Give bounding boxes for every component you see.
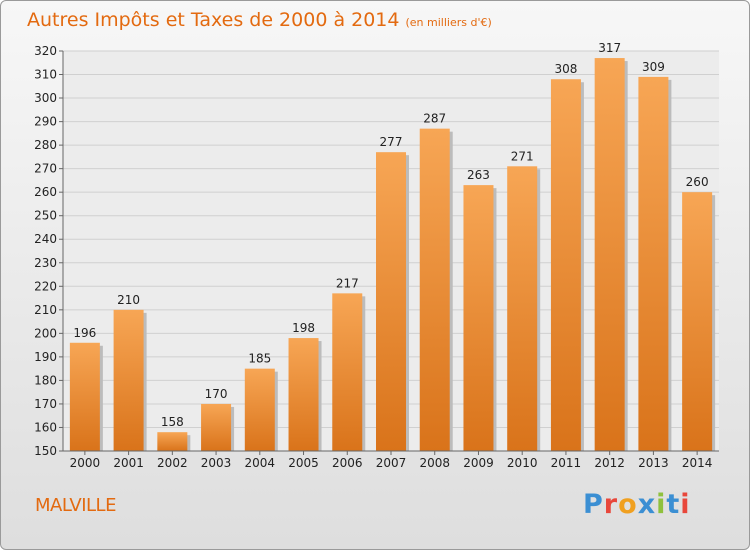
bar <box>332 293 363 451</box>
x-tick-label: 2002 <box>157 456 188 470</box>
y-tick-label: 250 <box>34 209 57 223</box>
title-text: Autres Impôts et Taxes de 2000 à 2014 <box>27 9 400 31</box>
x-tick-label: 2003 <box>201 456 232 470</box>
bar <box>507 166 538 451</box>
y-tick-label: 290 <box>34 115 57 129</box>
y-tick-label: 260 <box>34 185 57 199</box>
y-tick-label: 300 <box>34 91 57 105</box>
data-label: 263 <box>467 168 490 182</box>
y-tick-label: 230 <box>34 256 57 270</box>
x-tick-label: 2005 <box>288 456 319 470</box>
y-tick-label: 180 <box>34 373 57 387</box>
y-tick-label: 210 <box>34 303 57 317</box>
y-tick-label: 270 <box>34 162 57 176</box>
data-label: 217 <box>336 276 359 290</box>
logo-letter: t <box>666 489 681 520</box>
y-tick-label: 280 <box>34 138 57 152</box>
bar <box>550 79 581 451</box>
bar <box>594 58 625 451</box>
logo-letter: P <box>583 489 604 520</box>
data-label: 308 <box>554 62 577 76</box>
data-label: 271 <box>511 149 534 163</box>
x-tick-label: 2004 <box>245 456 276 470</box>
logo-letter: o <box>618 489 638 520</box>
data-label: 317 <box>598 41 621 55</box>
bar <box>376 152 406 452</box>
data-label: 185 <box>248 352 271 366</box>
x-tick-label: 2008 <box>419 456 450 470</box>
y-tick-label: 220 <box>34 279 57 293</box>
y-tick-label: 310 <box>34 68 57 82</box>
data-label: 198 <box>292 321 315 335</box>
x-tick-label: 2012 <box>594 456 625 470</box>
bar <box>201 403 232 451</box>
x-tick-label: 2013 <box>638 456 669 470</box>
bar <box>682 192 713 452</box>
y-tick-label: 200 <box>34 326 57 340</box>
logo-letter: i <box>656 489 667 520</box>
y-tick-label: 160 <box>34 420 57 434</box>
bar <box>244 368 275 451</box>
logo-letter: i <box>680 489 691 520</box>
x-tick-label: 2006 <box>332 456 363 470</box>
bar <box>419 128 450 451</box>
logo-letter: r <box>603 489 619 520</box>
bar <box>69 342 100 451</box>
data-label: 196 <box>73 326 96 340</box>
data-label: 277 <box>380 135 403 149</box>
data-label: 260 <box>686 175 709 189</box>
x-tick-label: 2001 <box>113 456 144 470</box>
data-label: 287 <box>423 112 446 126</box>
bar <box>463 185 494 451</box>
x-tick-label: 2007 <box>376 456 407 470</box>
x-tick-label: 2000 <box>70 456 101 470</box>
x-tick-label: 2009 <box>463 456 494 470</box>
data-label: 170 <box>205 387 228 401</box>
bar <box>288 338 319 451</box>
chart-title: Autres Impôts et Taxes de 2000 à 2014 (en… <box>27 9 492 31</box>
x-tick-label: 2010 <box>507 456 538 470</box>
y-tick-label: 170 <box>34 397 57 411</box>
y-tick-label: 320 <box>34 44 57 58</box>
bar <box>113 309 144 451</box>
data-label: 158 <box>161 415 184 429</box>
x-tick-label: 2014 <box>682 456 713 470</box>
bar <box>638 76 669 451</box>
place-name: MALVILLE <box>35 495 116 516</box>
logo-letter: x <box>637 489 657 520</box>
proxiti-logo: Proxiti <box>583 489 691 520</box>
chart-subtitle: (en milliers d'€) <box>405 16 492 29</box>
bar <box>157 432 188 451</box>
y-tick-label: 190 <box>34 350 57 364</box>
y-tick-label: 150 <box>34 444 57 458</box>
data-label: 210 <box>117 293 140 307</box>
y-tick-label: 240 <box>34 232 57 246</box>
x-tick-label: 2011 <box>551 456 582 470</box>
data-label: 309 <box>642 60 665 74</box>
